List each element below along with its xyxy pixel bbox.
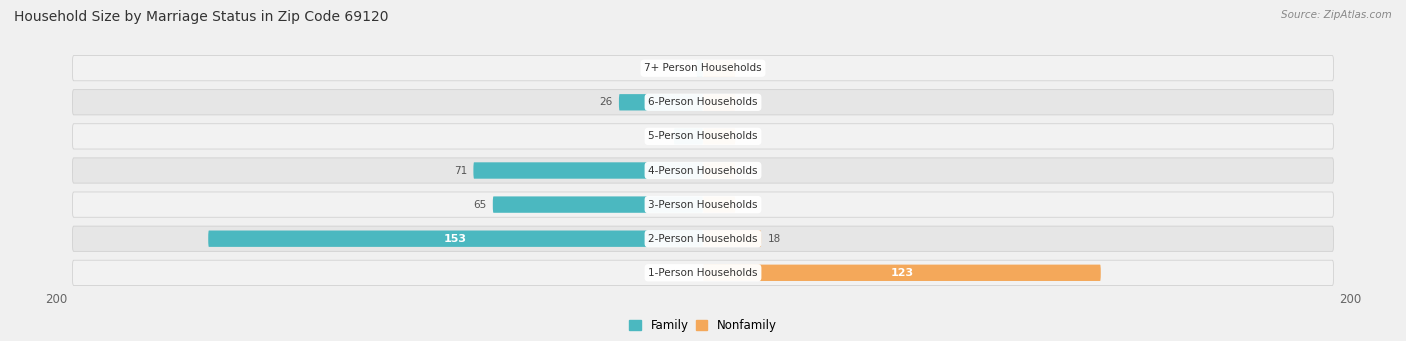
Text: 71: 71 bbox=[454, 165, 467, 176]
Text: 4-Person Households: 4-Person Households bbox=[648, 165, 758, 176]
FancyBboxPatch shape bbox=[72, 124, 1334, 149]
FancyBboxPatch shape bbox=[703, 128, 735, 145]
FancyBboxPatch shape bbox=[72, 158, 1334, 183]
Text: 9: 9 bbox=[661, 131, 668, 142]
FancyBboxPatch shape bbox=[494, 196, 703, 213]
FancyBboxPatch shape bbox=[703, 231, 761, 247]
Text: 2-Person Households: 2-Person Households bbox=[648, 234, 758, 244]
FancyBboxPatch shape bbox=[703, 196, 735, 213]
Text: 26: 26 bbox=[599, 97, 613, 107]
Text: 153: 153 bbox=[444, 234, 467, 244]
Text: 1-Person Households: 1-Person Households bbox=[648, 268, 758, 278]
Text: 0: 0 bbox=[742, 97, 748, 107]
FancyBboxPatch shape bbox=[696, 60, 703, 76]
Text: 18: 18 bbox=[768, 234, 780, 244]
Text: Household Size by Marriage Status in Zip Code 69120: Household Size by Marriage Status in Zip… bbox=[14, 10, 388, 24]
Text: Source: ZipAtlas.com: Source: ZipAtlas.com bbox=[1281, 10, 1392, 20]
Text: 2: 2 bbox=[683, 63, 690, 73]
Text: 0: 0 bbox=[742, 63, 748, 73]
Text: 0: 0 bbox=[742, 131, 748, 142]
FancyBboxPatch shape bbox=[703, 162, 735, 179]
Text: 5-Person Households: 5-Person Households bbox=[648, 131, 758, 142]
FancyBboxPatch shape bbox=[619, 94, 703, 110]
FancyBboxPatch shape bbox=[703, 60, 735, 76]
FancyBboxPatch shape bbox=[703, 94, 735, 110]
FancyBboxPatch shape bbox=[72, 192, 1334, 217]
Text: 65: 65 bbox=[472, 199, 486, 210]
FancyBboxPatch shape bbox=[72, 56, 1334, 81]
Text: 7+ Person Households: 7+ Person Households bbox=[644, 63, 762, 73]
Text: 0: 0 bbox=[742, 165, 748, 176]
Text: 6-Person Households: 6-Person Households bbox=[648, 97, 758, 107]
FancyBboxPatch shape bbox=[72, 260, 1334, 285]
FancyBboxPatch shape bbox=[474, 162, 703, 179]
FancyBboxPatch shape bbox=[703, 265, 1101, 281]
Text: 3-Person Households: 3-Person Households bbox=[648, 199, 758, 210]
Legend: Family, Nonfamily: Family, Nonfamily bbox=[624, 314, 782, 337]
FancyBboxPatch shape bbox=[673, 128, 703, 145]
FancyBboxPatch shape bbox=[208, 231, 703, 247]
Text: 123: 123 bbox=[890, 268, 914, 278]
FancyBboxPatch shape bbox=[72, 226, 1334, 251]
Text: 0: 0 bbox=[742, 199, 748, 210]
FancyBboxPatch shape bbox=[72, 90, 1334, 115]
